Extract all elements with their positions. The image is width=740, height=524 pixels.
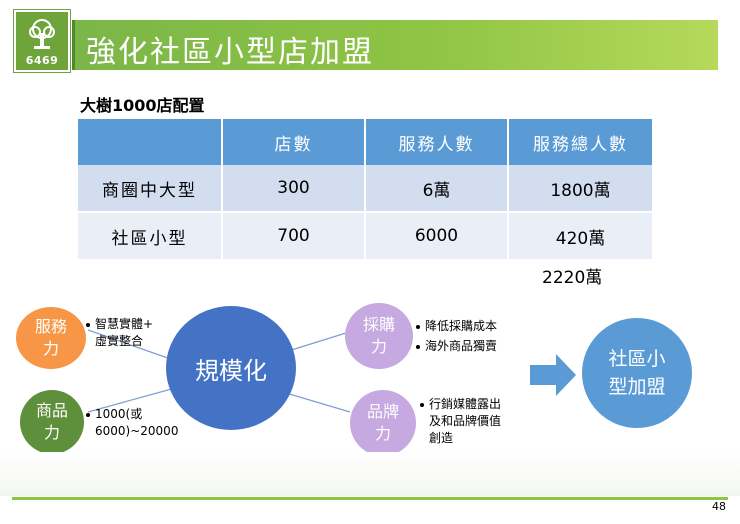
table-cell: 700 — [221, 212, 365, 259]
brand-circle: 品牌 力 — [350, 390, 416, 456]
page-title: 強化社區小型店加盟 — [86, 35, 374, 70]
store-allocation-table: 店數 服務人數 服務總人數 商圈中大型 300 6萬 1800萬 社區小型 70… — [78, 119, 652, 259]
service-label: 服務 力 — [34, 317, 67, 358]
table-row: 社區小型 700 6000 420萬 — [78, 212, 652, 259]
bullet-text: 智慧實體+ 虛實整合 — [95, 317, 154, 348]
bullet-text: 行銷媒體露出 及和品牌價值 創造 — [429, 397, 502, 445]
tree-icon — [29, 19, 55, 49]
table-header-row: 店數 服務人數 服務總人數 — [78, 119, 652, 165]
bullet-text: 海外商品獨賣 — [425, 339, 498, 353]
product-circle: 商品 力 — [20, 390, 84, 454]
scale-label: 規模化 — [195, 356, 267, 385]
bullet-icon — [416, 324, 420, 329]
bullet-icon — [86, 412, 90, 417]
product-bullets: 1000(或 6000)~20000 — [86, 406, 178, 440]
footer-shade — [0, 452, 740, 496]
purchase-bullets: 降低採購成本 海外商品獨賣 — [416, 316, 497, 356]
bullet-text: 1000(或 6000)~20000 — [95, 407, 179, 438]
service-circle: 服務 力 — [16, 307, 86, 369]
purchase-circle: 採購 力 — [345, 303, 413, 369]
logo: 6469 — [14, 10, 70, 72]
bullet-text: 降低採購成本 — [425, 319, 498, 333]
table-row: 商圈中大型 300 6萬 1800萬 — [78, 165, 652, 213]
logo-number: 6469 — [25, 54, 59, 67]
header-cell — [78, 119, 222, 165]
purchase-label: 採購 力 — [362, 315, 395, 356]
scale-circle: 規模化 — [166, 306, 296, 430]
header-cell: 服務人數 — [364, 119, 508, 165]
row-label: 社區小型 — [78, 212, 222, 259]
table-caption: 大樹1000店配置 — [80, 96, 205, 115]
brand-label: 品牌 力 — [366, 402, 399, 443]
bullet-icon — [86, 322, 90, 327]
table-cell: 300 — [221, 165, 365, 213]
total-served: 2220萬 — [542, 268, 603, 288]
row-label: 商圈中大型 — [78, 165, 222, 213]
header-cell: 服務總人數 — [507, 119, 652, 165]
table-cell: 6000 — [364, 212, 508, 259]
header-cell: 店數 — [221, 119, 365, 165]
table-cell: 1800萬 — [507, 165, 652, 213]
service-bullets: 智慧實體+ 虛實整合 — [86, 316, 153, 350]
result-label: 社區小 型加盟 — [608, 348, 666, 398]
bullet-icon — [420, 402, 424, 407]
product-label: 商品 力 — [35, 401, 68, 442]
table-cell: 420萬 — [507, 212, 652, 259]
title-bar: 強化社區小型店加盟 — [72, 20, 718, 70]
brand-bullets: 行銷媒體露出 及和品牌價值 創造 — [420, 396, 501, 447]
bullet-icon — [416, 344, 420, 349]
result-circle: 社區小 型加盟 — [582, 318, 692, 428]
page-number: 48 — [712, 500, 726, 513]
table-cell: 6萬 — [364, 165, 508, 213]
arrow-right-icon — [530, 354, 576, 396]
footer-divider — [12, 497, 728, 500]
